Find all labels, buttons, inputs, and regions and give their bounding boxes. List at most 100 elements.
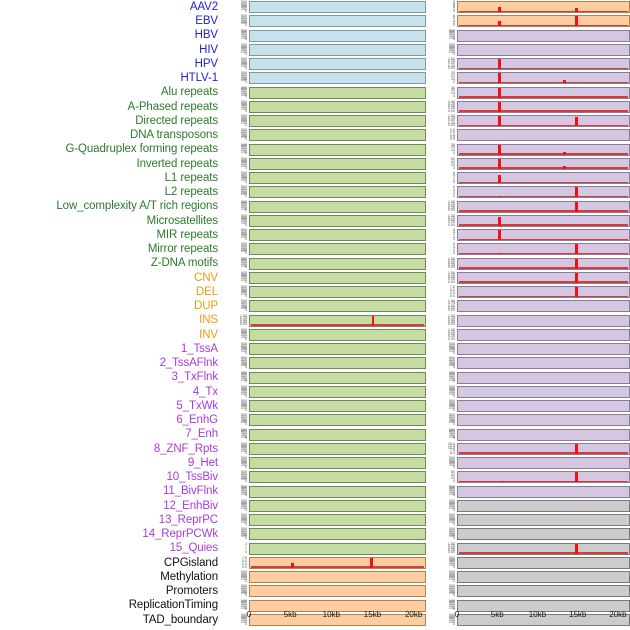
track-plot-cnv[interactable]: [249, 271, 426, 284]
track-plot-11-bivflnk[interactable]: [457, 485, 630, 498]
track-plot-14-reprpcwk[interactable]: [457, 528, 630, 541]
track-plot-5-txwk[interactable]: [457, 400, 630, 413]
track-plot-del[interactable]: [457, 286, 630, 299]
track-plot-hbv[interactable]: [249, 29, 426, 42]
track-plot-l1-repeats[interactable]: [457, 172, 630, 185]
y-tick-label: 200: [241, 475, 247, 480]
track-plot-hpv[interactable]: [457, 58, 630, 71]
track-plot-13-reprpc[interactable]: [457, 514, 630, 527]
track-plot-aav2[interactable]: [249, 1, 426, 14]
track-plot-ins[interactable]: [457, 314, 630, 327]
track-plot-hpv[interactable]: [249, 58, 426, 71]
track-plot-del[interactable]: [249, 286, 426, 299]
track-plot-promoters[interactable]: [249, 585, 426, 598]
track-plot-directed-repeats[interactable]: [249, 115, 426, 128]
track-plot-g-quadruplex-forming-repeats[interactable]: [457, 143, 630, 156]
track-plot-8-znf-rpts[interactable]: [457, 442, 630, 455]
track-plot-directed-repeats[interactable]: [457, 115, 630, 128]
track-plot-cpgisland[interactable]: [457, 556, 630, 569]
track-plot-low-complexity-a-t-rich-regions[interactable]: [457, 200, 630, 213]
track-plot-microsatellites[interactable]: [249, 214, 426, 227]
track-plot-10-tssbiv[interactable]: [249, 471, 426, 484]
track-plot-1-tssa[interactable]: [457, 343, 630, 356]
track-plot-9-het[interactable]: [457, 457, 630, 470]
track-plot-promoters[interactable]: [457, 585, 630, 598]
y-tick-label: 0: [453, 379, 455, 384]
x-tick-label: 0: [246, 610, 252, 619]
y-tick-label: 100: [241, 163, 247, 168]
track-plot-inverted-repeats[interactable]: [249, 157, 426, 170]
track-plot-12-enhbiv[interactable]: [249, 499, 426, 512]
track-plot-7-enh[interactable]: [457, 428, 630, 441]
y-tick-label: 0: [453, 350, 455, 355]
track-plot-aav2[interactable]: [457, 1, 630, 14]
track-plot-13-reprpc[interactable]: [249, 514, 426, 527]
track-plot-ebv[interactable]: [249, 15, 426, 28]
track-plot-l2-repeats[interactable]: [457, 186, 630, 199]
track-plot-microsatellites[interactable]: [457, 214, 630, 227]
track-plot-mir-repeats[interactable]: [249, 229, 426, 242]
track-plot-l2-repeats[interactable]: [249, 186, 426, 199]
y-tick-label: 0: [245, 422, 247, 427]
track-plot-mir-repeats[interactable]: [457, 229, 630, 242]
track-plot-a-phased-repeats[interactable]: [249, 100, 426, 113]
track-plot-4-tx[interactable]: [457, 385, 630, 398]
track-plot-6-enhg[interactable]: [249, 414, 426, 427]
track-plot-z-dna-motifs[interactable]: [457, 257, 630, 270]
track-plot-inv[interactable]: [457, 328, 630, 341]
track-plot-hiv[interactable]: [457, 43, 630, 56]
track-plot-ins[interactable]: [249, 314, 426, 327]
track-plot-mirror-repeats[interactable]: [249, 243, 426, 256]
track-plot-cpgisland[interactable]: [249, 556, 426, 569]
track-plot-replicationtiming[interactable]: [249, 599, 426, 612]
track-plot-9-het[interactable]: [249, 457, 426, 470]
track-plot-hiv[interactable]: [249, 43, 426, 56]
track-plot-a-phased-repeats[interactable]: [457, 100, 630, 113]
track-plot-dna-transposons[interactable]: [457, 129, 630, 142]
track-plot-dup[interactable]: [457, 300, 630, 313]
track-plot-10-tssbiv[interactable]: [457, 471, 630, 484]
y-tick-label: 2: [453, 232, 455, 237]
track-plot-12-enhbiv[interactable]: [457, 499, 630, 512]
track-plot-methylation[interactable]: [249, 571, 426, 584]
track-plot-alu-repeats[interactable]: [249, 86, 426, 99]
track-plot-8-znf-rpts[interactable]: [249, 442, 426, 455]
track-plot-3-txflnk[interactable]: [457, 371, 630, 384]
track-plot-6-enhg[interactable]: [457, 414, 630, 427]
track-plot-4-tx[interactable]: [249, 385, 426, 398]
track-plot-dna-transposons[interactable]: [249, 129, 426, 142]
y-tick-group: 500 400 300 200 100 0: [222, 0, 248, 13]
track-plot-15-quies[interactable]: [249, 542, 426, 555]
track-plot-tad-boundary[interactable]: [249, 613, 426, 626]
track-plot-hbv[interactable]: [457, 29, 630, 42]
y-tick-label: 200: [241, 589, 247, 594]
track-plot-dup[interactable]: [249, 300, 426, 313]
track-plot-2-tssaflnk[interactable]: [457, 357, 630, 370]
track-plot-5-txwk[interactable]: [249, 400, 426, 413]
track-plot-11-bivflnk[interactable]: [249, 485, 426, 498]
y-tick-label: 500: [241, 99, 247, 104]
track-plot-inverted-repeats[interactable]: [457, 157, 630, 170]
track-baseline: [459, 153, 628, 155]
track-plot-2-tssaflnk[interactable]: [249, 357, 426, 370]
track-plot-low-complexity-a-t-rich-regions[interactable]: [249, 200, 426, 213]
track-plot-1-tssa[interactable]: [249, 343, 426, 356]
y-tick-group: 500 400 300 200 100 0: [430, 356, 456, 369]
track-plot-mirror-repeats[interactable]: [457, 243, 630, 256]
track-plot-htlv-1[interactable]: [249, 72, 426, 85]
track-plot-14-reprpcwk[interactable]: [249, 528, 426, 541]
track-plot-ebv[interactable]: [457, 15, 630, 28]
track-plot-15-quies[interactable]: [457, 542, 630, 555]
track-plot-htlv-1[interactable]: [457, 72, 630, 85]
track-plot-alu-repeats[interactable]: [457, 86, 630, 99]
track-plot-3-txflnk[interactable]: [249, 371, 426, 384]
y-tick-label: 0: [245, 179, 247, 184]
track-plot-z-dna-motifs[interactable]: [249, 257, 426, 270]
track-plot-cnv[interactable]: [457, 271, 630, 284]
track-plot-7-enh[interactable]: [249, 428, 426, 441]
track-plot-g-quadruplex-forming-repeats[interactable]: [249, 143, 426, 156]
track-plot-inv[interactable]: [249, 328, 426, 341]
y-tick-label: 300: [241, 587, 247, 592]
track-plot-l1-repeats[interactable]: [249, 172, 426, 185]
track-plot-methylation[interactable]: [457, 571, 630, 584]
